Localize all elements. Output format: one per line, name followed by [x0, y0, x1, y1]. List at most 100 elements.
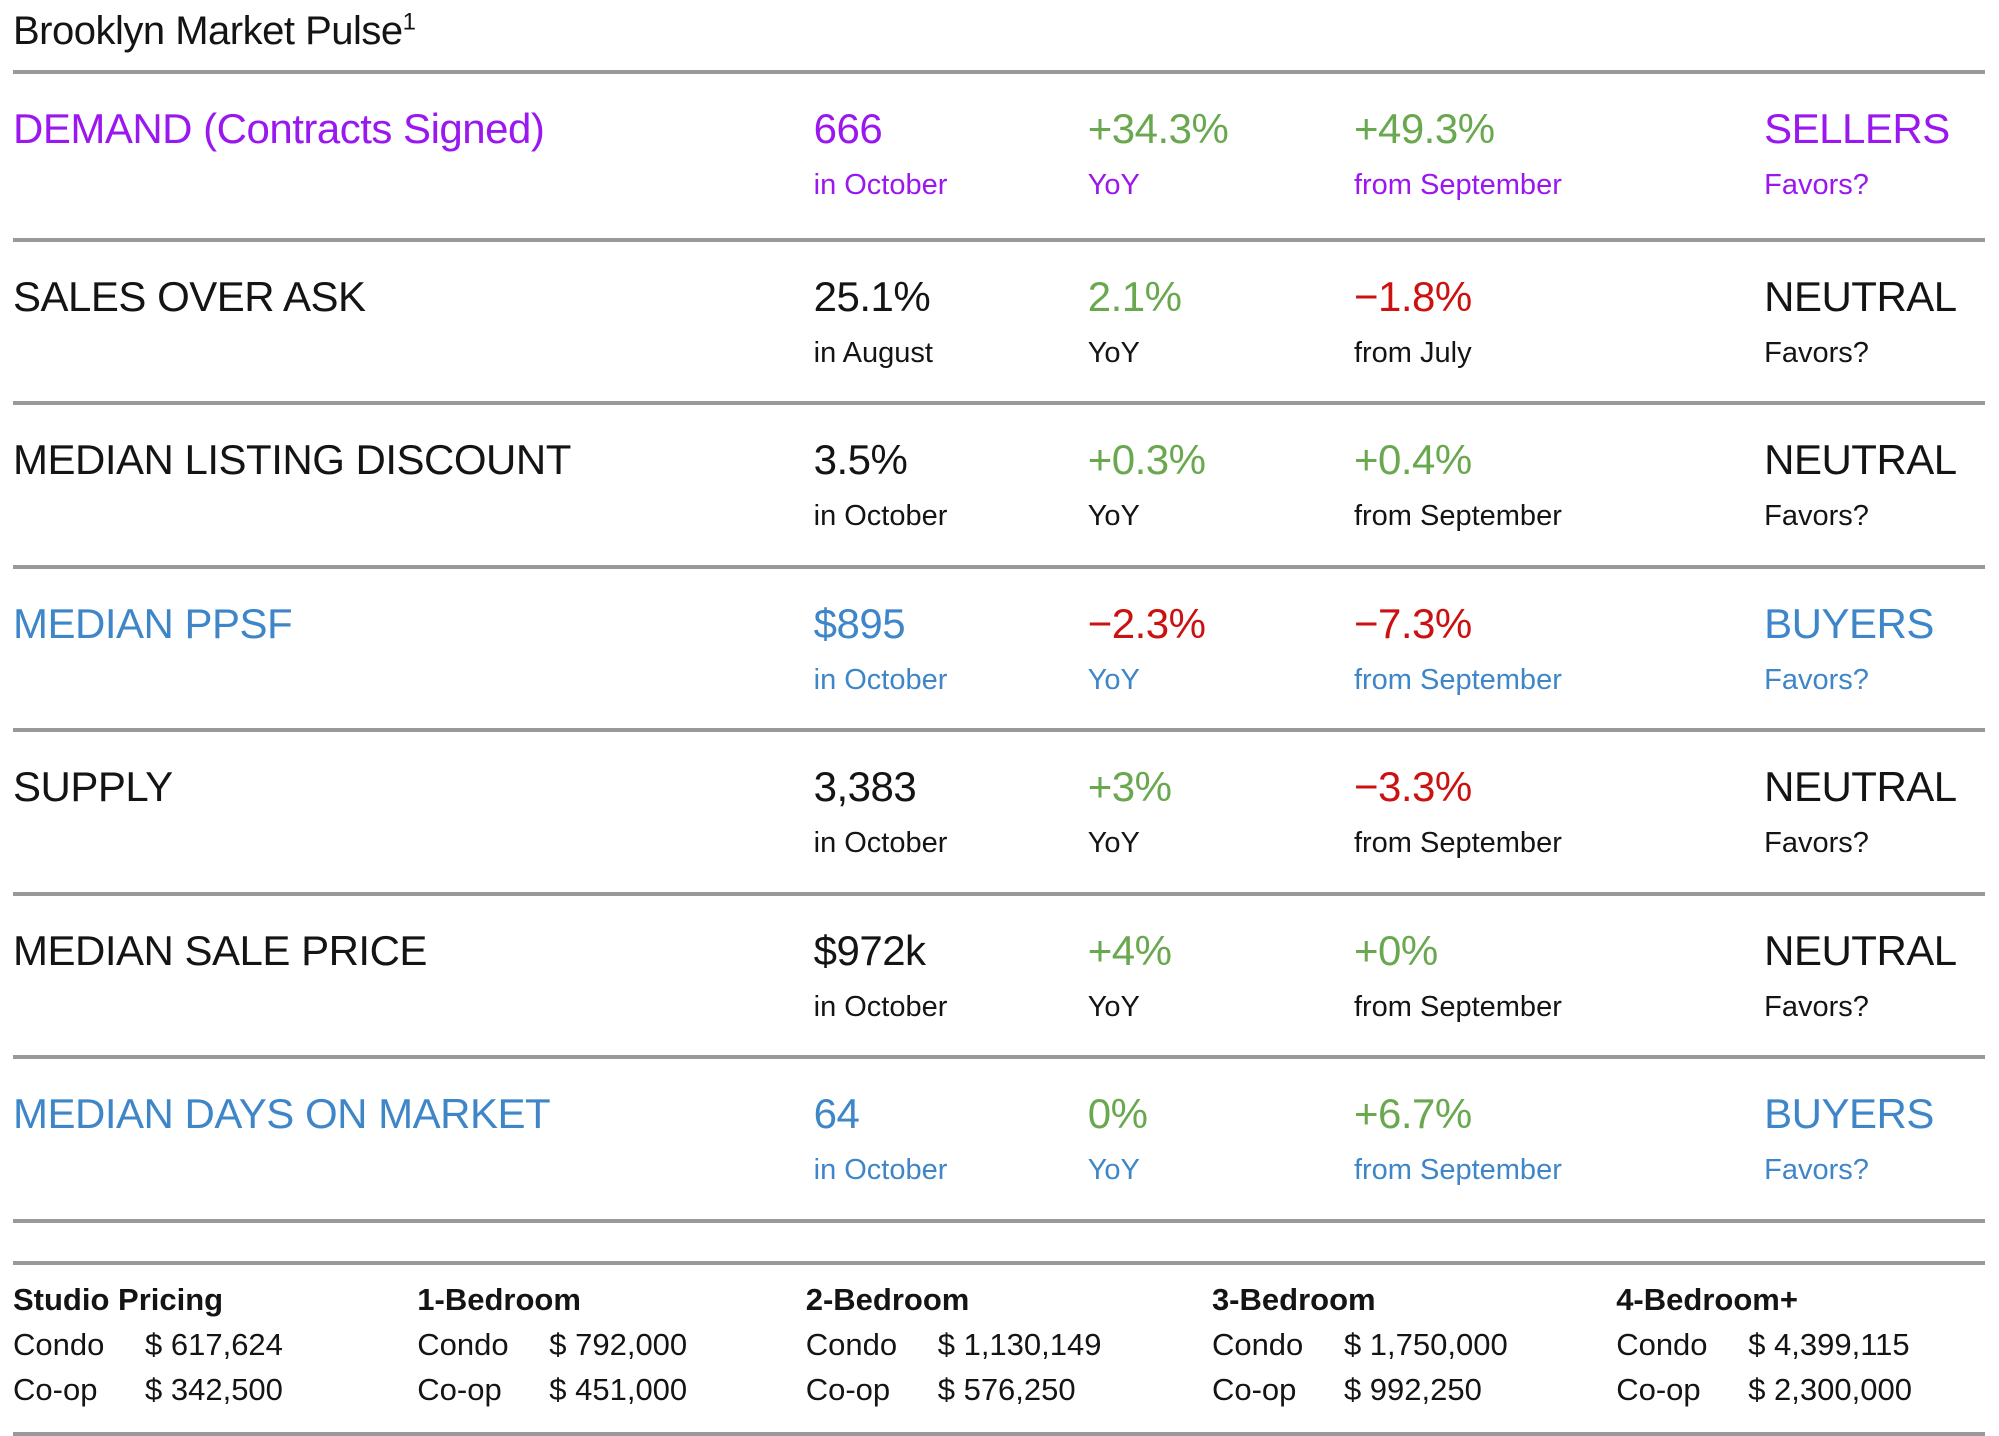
pricing-row: Condo $ 1,750,000 — [1212, 1322, 1616, 1367]
pricing-column-1-bedroom: 1-Bedroom Condo $ 792,000 Co-op $ 451,00… — [417, 1277, 805, 1412]
metric-value-cell: 64 in October — [814, 1091, 1088, 1188]
title-block: Brooklyn Market Pulse1 — [13, 0, 1985, 54]
metric-favors-cell: NEUTRAL Favors? — [1764, 437, 1985, 534]
pricing-row: Condo $ 4,399,115 — [1616, 1322, 1985, 1367]
metric-mom-label: from September — [1353, 663, 1562, 696]
metric-label: SALES OVER ASK — [13, 272, 366, 320]
metric-mom-label: from September — [1353, 990, 1562, 1023]
metric-mom-change: +6.7% — [1353, 1090, 1472, 1137]
unit-type-label: Co-op — [417, 1371, 502, 1407]
unit-price: $ 1,130,149 — [937, 1326, 1102, 1362]
metric-mom-change: +49.3% — [1353, 105, 1495, 152]
metric-mom-change: −1.8% — [1353, 272, 1472, 320]
pricing-row: Co-op $ 451,000 — [417, 1367, 805, 1412]
pricing-row: Co-op $ 2,300,000 — [1616, 1367, 1985, 1412]
unit-type-label: Condo — [417, 1326, 509, 1362]
metric-value: 3.5% — [813, 436, 908, 483]
pricing-column-4-bedroom-plus: 4-Bedroom+ Condo $ 4,399,115 Co-op $ 2,3… — [1616, 1277, 1985, 1412]
metric-value-cell: 3.5% in October — [814, 437, 1088, 534]
metric-label-cell: MEDIAN PPSF — [13, 600, 814, 646]
metric-yoy-label: YoY — [1087, 990, 1140, 1023]
metric-value-period: in October — [813, 990, 948, 1023]
metric-row-supply: SUPPLY 3,383 in October +3% YoY −3.3% fr… — [13, 728, 1985, 892]
pricing-column-2-bedroom: 2-Bedroom Condo $ 1,130,149 Co-op $ 576,… — [806, 1277, 1212, 1412]
unit-type-label: Condo — [1616, 1326, 1708, 1362]
metric-yoy-change: +3% — [1087, 763, 1172, 810]
metric-favors-label: Favors? — [1764, 990, 1869, 1023]
metric-yoy-change: −2.3% — [1087, 599, 1206, 647]
metric-label: DEMAND (Contracts Signed) — [13, 105, 545, 152]
metric-mom-cell: −7.3% from September — [1353, 600, 1764, 698]
metric-favors-cell: NEUTRAL Favors? — [1764, 764, 1985, 861]
unit-price: $ 4,399,115 — [1748, 1326, 1910, 1362]
metric-favors-label: Favors? — [1764, 663, 1869, 696]
metric-row-median-listing-discount: MEDIAN LISTING DISCOUNT 3.5% in October … — [13, 401, 1985, 565]
unit-price: $ 617,624 — [145, 1326, 283, 1362]
unit-type-label: Condo — [805, 1326, 898, 1362]
pricing-row: Co-op $ 342,500 — [13, 1367, 417, 1412]
unit-type-label: Co-op — [1616, 1371, 1701, 1407]
page-title: Brooklyn Market Pulse1 — [13, 9, 416, 53]
metric-favors-label: Favors? — [1764, 500, 1869, 533]
metric-mom-cell: +6.7% from September — [1354, 1091, 1764, 1188]
metric-yoy-label: YoY — [1087, 663, 1140, 696]
metric-favors-cell: SELLERS Favors? — [1764, 106, 1985, 203]
unit-price: $ 342,500 — [145, 1371, 283, 1407]
metric-mom-label: from September — [1353, 169, 1562, 202]
metric-yoy-label: YoY — [1087, 336, 1140, 369]
pricing-row: Condo $ 1,130,149 — [806, 1322, 1212, 1367]
pricing-row: Condo $ 792,000 — [417, 1322, 805, 1367]
metric-row-median-days-on-market: MEDIAN DAYS ON MARKET 64 in October 0% Y… — [13, 1055, 1985, 1219]
metric-value: $972k — [813, 926, 926, 974]
metric-label-cell: SALES OVER ASK — [13, 272, 814, 320]
metric-yoy-cell: +4% YoY — [1087, 927, 1354, 1025]
unit-price: $ 451,000 — [549, 1371, 688, 1407]
unit-price: $ 2,300,000 — [1748, 1371, 1912, 1407]
metric-label: MEDIAN SALE PRICE — [13, 926, 427, 974]
metric-row-sales-over-ask: SALES OVER ASK 25.1% in August 2.1% YoY … — [13, 237, 1985, 402]
metric-value-cell: 25.1% in August — [813, 272, 1088, 371]
metric-favors-value: NEUTRAL — [1764, 272, 1957, 320]
metric-label-cell: MEDIAN SALE PRICE — [13, 926, 814, 974]
separator-line — [13, 70, 1985, 74]
metric-row-demand: DEMAND (Contracts Signed) 666 in October… — [13, 74, 1985, 238]
metric-value: $895 — [813, 599, 906, 647]
metric-favors-label: Favors? — [1764, 1154, 1869, 1187]
metric-favors-cell: BUYERS Favors? — [1764, 1091, 1985, 1188]
metric-favors-label: Favors? — [1764, 336, 1869, 369]
metric-favors-label: Favors? — [1764, 169, 1869, 202]
metric-label-cell: SUPPLY — [13, 764, 814, 810]
metric-value-period: in October — [813, 663, 948, 696]
metric-value: 666 — [813, 105, 883, 152]
metric-yoy-label: YoY — [1087, 1154, 1140, 1187]
footnote-marker: 1 — [402, 8, 416, 36]
metric-row-median-ppsf: MEDIAN PPSF $895 in October −2.3% YoY −7… — [13, 564, 1985, 729]
metric-value-cell: $972k in October — [813, 926, 1088, 1025]
metric-favors-value: NEUTRAL — [1764, 763, 1957, 810]
metric-favors-value: BUYERS — [1764, 1090, 1934, 1137]
metric-value-period: in October — [813, 169, 948, 202]
metric-yoy-label: YoY — [1087, 169, 1140, 202]
metric-yoy-change: 2.1% — [1087, 272, 1182, 320]
metric-yoy-cell: +0.3% YoY — [1088, 437, 1354, 534]
pricing-column-header: Studio Pricing — [13, 1281, 224, 1317]
metric-value: 3,383 — [813, 763, 917, 810]
metric-mom-cell: −3.3% from September — [1354, 764, 1764, 861]
metric-yoy-label: YoY — [1087, 500, 1140, 533]
metric-mom-cell: +0.4% from September — [1354, 437, 1764, 534]
metric-value: 25.1% — [813, 272, 931, 320]
metric-yoy-change: +34.3% — [1087, 105, 1229, 152]
separator-line — [13, 1218, 1985, 1223]
metric-yoy-change: 0% — [1087, 1090, 1148, 1137]
metric-value-period: in August — [813, 336, 933, 369]
metric-value: 64 — [813, 1090, 860, 1137]
metric-yoy-cell: −2.3% YoY — [1087, 599, 1354, 698]
metric-yoy-cell: +34.3% YoY — [1088, 106, 1354, 203]
metric-value-cell: $895 in October — [813, 599, 1088, 698]
pricing-row: Condo $ 617,624 — [13, 1322, 417, 1367]
metric-label-cell: DEMAND (Contracts Signed) — [13, 105, 814, 152]
metric-favors-cell: BUYERS Favors? — [1764, 600, 1985, 698]
metric-mom-change: +0.4% — [1353, 436, 1472, 483]
section-gap — [13, 1223, 1985, 1261]
metric-row-median-sale-price: MEDIAN SALE PRICE $972k in October +4% Y… — [13, 891, 1985, 1056]
